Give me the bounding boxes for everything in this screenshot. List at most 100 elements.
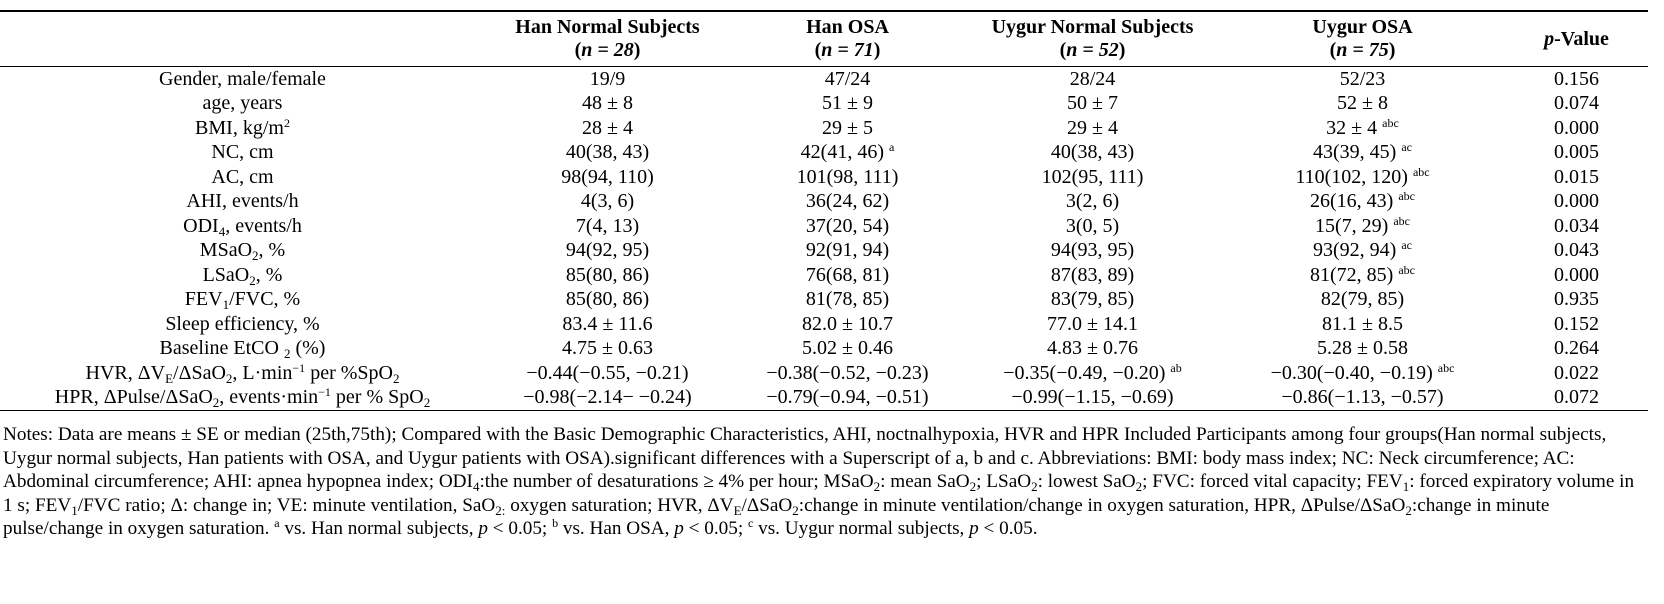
row-label: Gender, male/female <box>159 67 326 90</box>
header-p-value: p-Value <box>1544 27 1609 50</box>
row-label: BMI, kg/m2 <box>195 115 290 139</box>
table-row: LSaO2, % 85(80, 86) 76(68, 81) 87(83, 89) 81… <box>0 263 1648 288</box>
value-cell: 19/9 <box>589 67 626 90</box>
significance-superscript: a <box>889 140 895 155</box>
table-row: age, years 48 ± 8 51 ± 9 50 ± 7 52 ± 8 0.074 <box>0 92 1648 117</box>
value-cell: 87(83, 89) <box>1050 263 1135 286</box>
value-cell: 28/24 <box>1069 67 1116 90</box>
row-label: ODI4, events/h <box>183 214 302 239</box>
header-uygur-normal: Uygur Normal Subjects (n = 52) <box>991 16 1194 61</box>
table-body: Gender, male/female 19/9 47/24 28/24 52/23 0.… <box>0 67 1648 411</box>
row-label: HPR, ΔPulse/ΔSaO2, events·min−1 per % Sp… <box>54 385 431 411</box>
header-han-osa: Han OSA (n = 71) <box>806 16 889 61</box>
value-cell: 85(80, 86) <box>565 263 650 286</box>
value-cell: 94(92, 95) <box>565 239 650 262</box>
value-cell: 82(79, 85) <box>1320 288 1405 311</box>
value-cell: −0.30(−0.40, −0.19) abc <box>1270 360 1455 384</box>
value-cell: 83(79, 85) <box>1050 288 1135 311</box>
significance-superscript: abc <box>1398 189 1415 204</box>
value-cell: 77.0 ± 14.1 <box>1047 312 1138 335</box>
significance-superscript: ac <box>1401 238 1412 253</box>
table-row: BMI, kg/m2 28 ± 4 29 ± 5 29 ± 4 32 ± 4 abc 0.… <box>0 116 1648 141</box>
value-cell: 93(92, 94) ac <box>1313 238 1412 262</box>
value-cell: 82.0 ± 10.7 <box>802 312 893 335</box>
p-value-cell: 0.264 <box>1554 337 1599 360</box>
p-value-cell: 0.935 <box>1554 288 1599 311</box>
value-cell: −0.86(−1.13, −0.57) <box>1281 386 1444 409</box>
header-han-normal: Han Normal Subjects (n = 28) <box>515 16 700 61</box>
value-cell: 15(7, 29) abc <box>1315 213 1410 237</box>
p-value-cell: 0.072 <box>1554 386 1599 409</box>
header-row: Han Normal Subjects (n = 28) Han OSA (n = … <box>0 11 1648 67</box>
value-cell: 32 ± 4 abc <box>1326 115 1399 139</box>
row-label: AC, cm <box>211 165 274 188</box>
significance-superscript: ac <box>1401 140 1412 155</box>
table-row: Gender, male/female 19/9 47/24 28/24 52/23 0.… <box>0 67 1648 92</box>
table-row: FEV1/FVC, % 85(80, 86) 81(78, 85) 83(79, 85… <box>0 288 1648 313</box>
p-value-cell: 0.074 <box>1554 92 1599 115</box>
table-row: ODI4, events/h 7(4, 13) 37(20, 54) 3(0, 5) 1… <box>0 214 1648 239</box>
p-value-cell: 0.015 <box>1554 165 1599 188</box>
value-cell: 42(41, 46) a <box>800 140 895 164</box>
characteristics-table: Han Normal Subjects (n = 28) Han OSA (n = … <box>0 10 1648 411</box>
value-cell: 4.83 ± 0.76 <box>1047 337 1138 360</box>
value-cell: 83.4 ± 11.6 <box>562 312 653 335</box>
table-row: NC, cm 40(38, 43) 42(41, 46) a 40(38, 43) 43… <box>0 141 1648 166</box>
value-cell: 4(3, 6) <box>580 190 635 213</box>
table-row: Baseline EtCO 2 (%) 4.75 ± 0.63 5.02 ± 0.4… <box>0 337 1648 362</box>
value-cell: 92(91, 94) <box>805 239 890 262</box>
value-cell: 52 ± 8 <box>1337 92 1388 115</box>
table-row: Sleep efficiency, % 83.4 ± 11.6 82.0 ± 10.… <box>0 312 1648 337</box>
header-empty-cell <box>0 11 485 67</box>
value-cell: 52/23 <box>1339 67 1386 90</box>
row-label: HVR, ΔVE/ΔSaO2, L·min−1 per %SpO2 <box>85 360 400 386</box>
value-cell: 40(38, 43) <box>565 141 650 164</box>
table-row: AHI, events/h 4(3, 6) 36(24, 62) 3(2, 6) 26(… <box>0 190 1648 215</box>
value-cell: −0.98(−2.14− −0.24) <box>523 386 692 409</box>
value-cell: −0.44(−0.55, −0.21) <box>526 361 689 384</box>
value-cell: 43(39, 45) ac <box>1313 140 1412 164</box>
significance-superscript: ab <box>1170 360 1182 375</box>
p-value-cell: 0.022 <box>1554 361 1599 384</box>
row-label: FEV1/FVC, % <box>184 288 301 313</box>
data-table-container: Han Normal Subjects (n = 28) Han OSA (n = … <box>0 10 1648 411</box>
significance-superscript: abc <box>1393 213 1410 228</box>
p-value-cell: 0.000 <box>1554 190 1599 213</box>
row-label: MSaO2, % <box>199 239 286 264</box>
value-cell: 51 ± 9 <box>822 92 873 115</box>
row-label: LSaO2, % <box>202 263 283 288</box>
value-cell: 94(93, 95) <box>1050 239 1135 262</box>
value-cell: 4.75 ± 0.63 <box>562 337 653 360</box>
value-cell: 102(95, 111) <box>1041 165 1144 188</box>
header-uygur-osa: Uygur OSA (n = 75) <box>1312 16 1413 61</box>
table-notes: Notes: Data are means ± SE or median (25… <box>3 423 1643 541</box>
row-label: age, years <box>202 92 283 115</box>
row-label: Baseline EtCO 2 (%) <box>159 337 326 362</box>
table-row: HPR, ΔPulse/ΔSaO2, events·min−1 per % Sp… <box>0 386 1648 411</box>
value-cell: 28 ± 4 <box>582 116 633 139</box>
value-cell: 36(24, 62) <box>805 190 890 213</box>
value-cell: 3(0, 5) <box>1065 214 1120 237</box>
value-cell: 76(68, 81) <box>805 263 890 286</box>
value-cell: 37(20, 54) <box>805 214 890 237</box>
value-cell: 81.1 ± 8.5 <box>1322 312 1403 335</box>
value-cell: 7(4, 13) <box>575 214 640 237</box>
significance-superscript: abc <box>1437 360 1455 375</box>
value-cell: 5.02 ± 0.46 <box>802 337 893 360</box>
p-value-cell: 0.034 <box>1554 214 1599 237</box>
significance-superscript: abc <box>1398 262 1415 277</box>
value-cell: 29 ± 4 <box>1067 116 1118 139</box>
p-value-cell: 0.000 <box>1554 263 1599 286</box>
value-cell: −0.79(−0.94, −0.51) <box>766 386 929 409</box>
table-row: HVR, ΔVE/ΔSaO2, L·min−1 per %SpO2 −0.44(−… <box>0 361 1648 386</box>
value-cell: 81(72, 85) abc <box>1310 262 1415 286</box>
value-cell: −0.38(−0.52, −0.23) <box>766 361 929 384</box>
table-row: AC, cm 98(94, 110) 101(98, 111) 102(95, 111… <box>0 165 1648 190</box>
p-value-cell: 0.156 <box>1554 67 1599 90</box>
value-cell: 85(80, 86) <box>565 288 650 311</box>
value-cell: 29 ± 5 <box>822 116 873 139</box>
value-cell: 3(2, 6) <box>1065 190 1120 213</box>
value-cell: 101(98, 111) <box>796 165 899 188</box>
p-value-cell: 0.005 <box>1554 141 1599 164</box>
table-row: MSaO2, % 94(92, 95) 92(91, 94) 94(93, 95) 93… <box>0 239 1648 264</box>
